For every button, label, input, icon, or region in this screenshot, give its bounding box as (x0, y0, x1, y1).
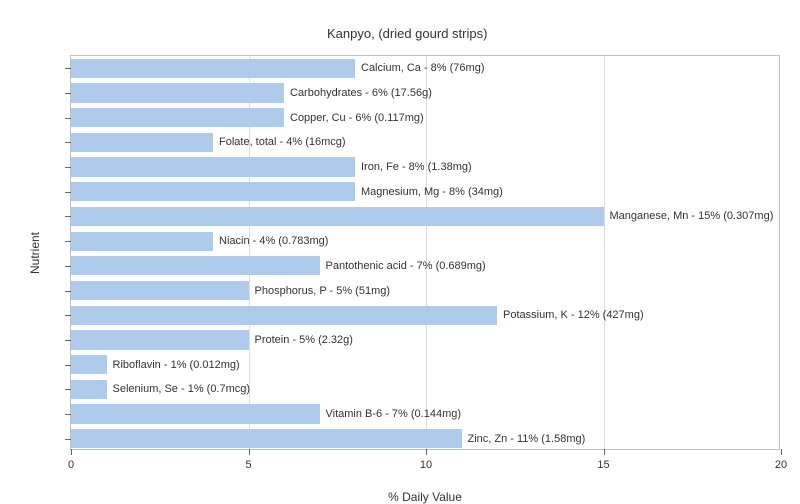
bar (71, 157, 355, 176)
bar-label: Niacin - 4% (0.783mg) (219, 235, 328, 247)
x-tick-label: 20 (775, 459, 787, 471)
x-tick-label: 15 (597, 459, 609, 471)
bar (71, 232, 213, 251)
bar-label: Vitamin B-6 - 7% (0.144mg) (326, 408, 462, 420)
gridline (604, 56, 605, 449)
x-tick (604, 449, 605, 455)
plot-area: 05101520Calcium, Ca - 8% (76mg)Carbohydr… (70, 55, 780, 450)
chart-title-line-1: Kanpyo, (dried gourd strips) (327, 26, 487, 41)
x-tick-label: 5 (245, 459, 251, 471)
bar-label: Riboflavin - 1% (0.012mg) (113, 359, 240, 371)
bar (71, 306, 497, 325)
bar (71, 404, 320, 423)
bar (71, 429, 462, 448)
bar (71, 133, 213, 152)
bar-label: Copper, Cu - 6% (0.117mg) (290, 112, 424, 124)
x-tick (71, 449, 72, 455)
x-tick (781, 449, 782, 455)
bar (71, 207, 604, 226)
bar (71, 355, 107, 374)
bar (71, 108, 284, 127)
bar-label: Zinc, Zn - 11% (1.58mg) (468, 433, 586, 445)
gridline (426, 56, 427, 449)
bar-label: Carbohydrates - 6% (17.56g) (290, 87, 432, 99)
bar-label: Potassium, K - 12% (427mg) (503, 309, 644, 321)
bar (71, 83, 284, 102)
bar-label: Pantothenic acid - 7% (0.689mg) (326, 260, 486, 272)
bar (71, 59, 355, 78)
bar (71, 281, 249, 300)
x-tick-label: 10 (420, 459, 432, 471)
bar (71, 182, 355, 201)
x-axis-label: % Daily Value (388, 490, 462, 504)
bar-label: Magnesium, Mg - 8% (34mg) (361, 186, 503, 198)
bar-label: Phosphorus, P - 5% (51mg) (255, 285, 391, 297)
y-axis-label: Nutrient (28, 231, 42, 273)
bar-label: Iron, Fe - 8% (1.38mg) (361, 161, 472, 173)
nutrient-chart: Kanpyo, (dried gourd strips) 0.5 cup (27… (0, 0, 800, 500)
x-tick (426, 449, 427, 455)
bar-label: Manganese, Mn - 15% (0.307mg) (610, 210, 774, 222)
bar-label: Calcium, Ca - 8% (76mg) (361, 62, 484, 74)
x-tick (249, 449, 250, 455)
bar (71, 330, 249, 349)
bar (71, 380, 107, 399)
bar-label: Folate, total - 4% (16mcg) (219, 136, 346, 148)
x-tick-label: 0 (68, 459, 74, 471)
bar-label: Selenium, Se - 1% (0.7mcg) (113, 383, 251, 395)
bar (71, 256, 320, 275)
bar-label: Protein - 5% (2.32g) (255, 334, 353, 346)
